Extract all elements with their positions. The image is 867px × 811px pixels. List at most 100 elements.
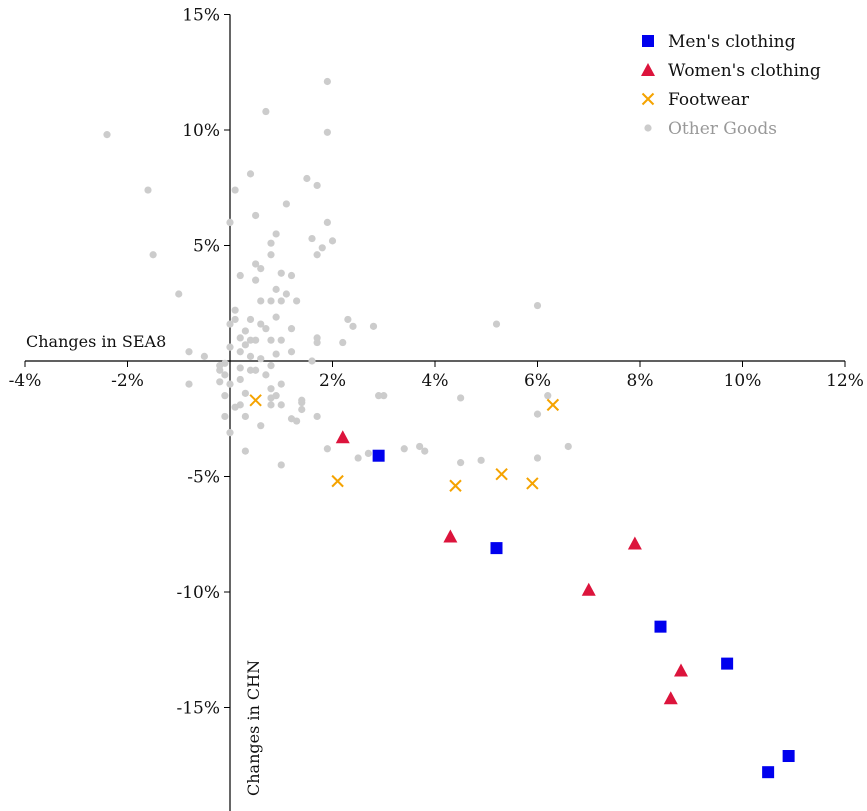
data-point-women-s-clothing — [674, 663, 688, 677]
series-footwear — [249, 394, 560, 492]
data-point-other-goods — [277, 461, 285, 469]
data-point-other-goods — [272, 350, 280, 358]
data-point-other-goods — [236, 334, 244, 342]
x-axis-title: Changes in SEA8 — [26, 332, 166, 351]
data-point-other-goods — [267, 401, 275, 409]
data-point-other-goods — [313, 181, 321, 190]
x-tick-label: -4% — [9, 371, 42, 391]
data-point-men-s-clothing — [762, 766, 775, 779]
data-point-other-goods — [231, 186, 239, 194]
data-point-other-goods — [277, 269, 285, 277]
data-point-other-goods — [277, 297, 285, 305]
legend-label-footwear: Footwear — [668, 90, 750, 110]
data-point-women-s-clothing — [443, 529, 458, 543]
data-point-other-goods — [492, 320, 501, 328]
data-point-other-goods — [246, 170, 255, 178]
legend-marker-footwear — [641, 92, 655, 106]
data-point-other-goods — [241, 447, 249, 455]
legend-item-footwear: Footwear — [641, 90, 750, 110]
data-points — [103, 77, 795, 779]
legend: Men's clothing Women's clothing Footwear Ot… — [641, 32, 821, 139]
series-women-s-clothing — [335, 430, 688, 705]
data-point-other-goods — [175, 290, 183, 298]
data-point-other-goods — [267, 336, 275, 344]
data-point-other-goods — [257, 320, 265, 328]
data-point-other-goods — [252, 336, 260, 344]
data-point-other-goods — [267, 297, 275, 305]
data-point-other-goods — [262, 107, 270, 116]
data-point-other-goods — [241, 412, 249, 421]
data-point-other-goods — [298, 396, 306, 404]
axes: -4% -2% 2% 4% 6% 8% 10% 12% 15% 10% 5% -5% -10% -15% — [9, 6, 864, 811]
data-point-women-s-clothing — [663, 691, 678, 705]
data-point-men-s-clothing — [372, 449, 385, 462]
data-point-other-goods — [354, 454, 362, 462]
data-point-other-goods — [564, 442, 572, 451]
data-point-other-goods — [221, 359, 229, 367]
data-point-other-goods — [380, 392, 388, 400]
x-tick-label: 6% — [524, 371, 551, 391]
data-point-footwear — [495, 467, 508, 481]
data-point-other-goods — [298, 405, 306, 414]
data-point-other-goods — [226, 380, 234, 388]
data-point-other-goods — [344, 315, 352, 324]
data-point-other-goods — [231, 315, 239, 324]
data-point-other-goods — [287, 271, 296, 280]
data-point-other-goods — [328, 237, 337, 245]
data-point-other-goods — [221, 371, 229, 379]
data-point-other-goods — [262, 325, 270, 333]
data-point-other-goods — [252, 366, 260, 374]
data-point-other-goods — [216, 378, 224, 386]
data-point-other-goods — [236, 348, 244, 356]
data-point-other-goods — [349, 322, 357, 330]
data-point-men-s-clothing — [654, 620, 667, 633]
data-point-footwear — [249, 394, 262, 407]
data-point-other-goods — [236, 401, 244, 409]
data-point-other-goods — [400, 445, 408, 453]
legend-item-men-s-clothing: Men's clothing — [642, 32, 796, 52]
data-point-other-goods — [533, 410, 542, 418]
legend-item-other-goods: Other Goods — [644, 119, 777, 139]
data-point-other-goods — [533, 301, 542, 310]
legend-label-men-s-clothing: Men's clothing — [668, 32, 796, 52]
data-point-other-goods — [257, 355, 265, 363]
data-point-other-goods — [323, 77, 331, 86]
x-tick-label: 10% — [724, 371, 762, 391]
data-point-other-goods — [308, 357, 316, 365]
legend-marker-other-goods — [644, 124, 652, 132]
data-point-other-goods — [533, 454, 542, 462]
data-point-other-goods — [246, 352, 255, 360]
data-point-other-goods — [293, 297, 301, 305]
data-point-other-goods — [287, 325, 296, 333]
legend-marker-women-s-clothing — [641, 63, 655, 76]
data-point-other-goods — [200, 352, 208, 360]
y-tick-label: 10% — [182, 121, 220, 141]
data-point-other-goods — [185, 348, 193, 356]
data-point-other-goods — [544, 392, 552, 400]
data-point-other-goods — [252, 211, 260, 220]
data-point-other-goods — [277, 401, 285, 409]
data-point-other-goods — [287, 348, 296, 356]
data-point-other-goods — [267, 394, 275, 402]
data-point-other-goods — [375, 392, 383, 400]
data-point-other-goods — [267, 251, 275, 259]
data-point-other-goods — [267, 239, 275, 247]
y-axis-title: Changes in CHN — [244, 660, 263, 796]
data-point-other-goods — [293, 417, 301, 425]
x-tick-label: 8% — [627, 371, 654, 391]
data-point-other-goods — [257, 422, 265, 430]
data-point-other-goods — [221, 412, 229, 421]
y-tick-label: 5% — [193, 237, 220, 257]
data-point-other-goods — [477, 456, 485, 464]
data-point-footwear — [331, 474, 344, 488]
data-point-other-goods — [313, 412, 321, 421]
data-point-other-goods — [236, 364, 244, 372]
data-point-other-goods — [421, 447, 429, 455]
legend-label-other-goods: Other Goods — [668, 119, 777, 139]
data-point-other-goods — [236, 375, 244, 384]
data-point-other-goods — [252, 260, 260, 268]
data-point-other-goods — [149, 251, 157, 259]
data-point-footwear — [546, 398, 560, 412]
data-point-other-goods — [272, 285, 280, 293]
